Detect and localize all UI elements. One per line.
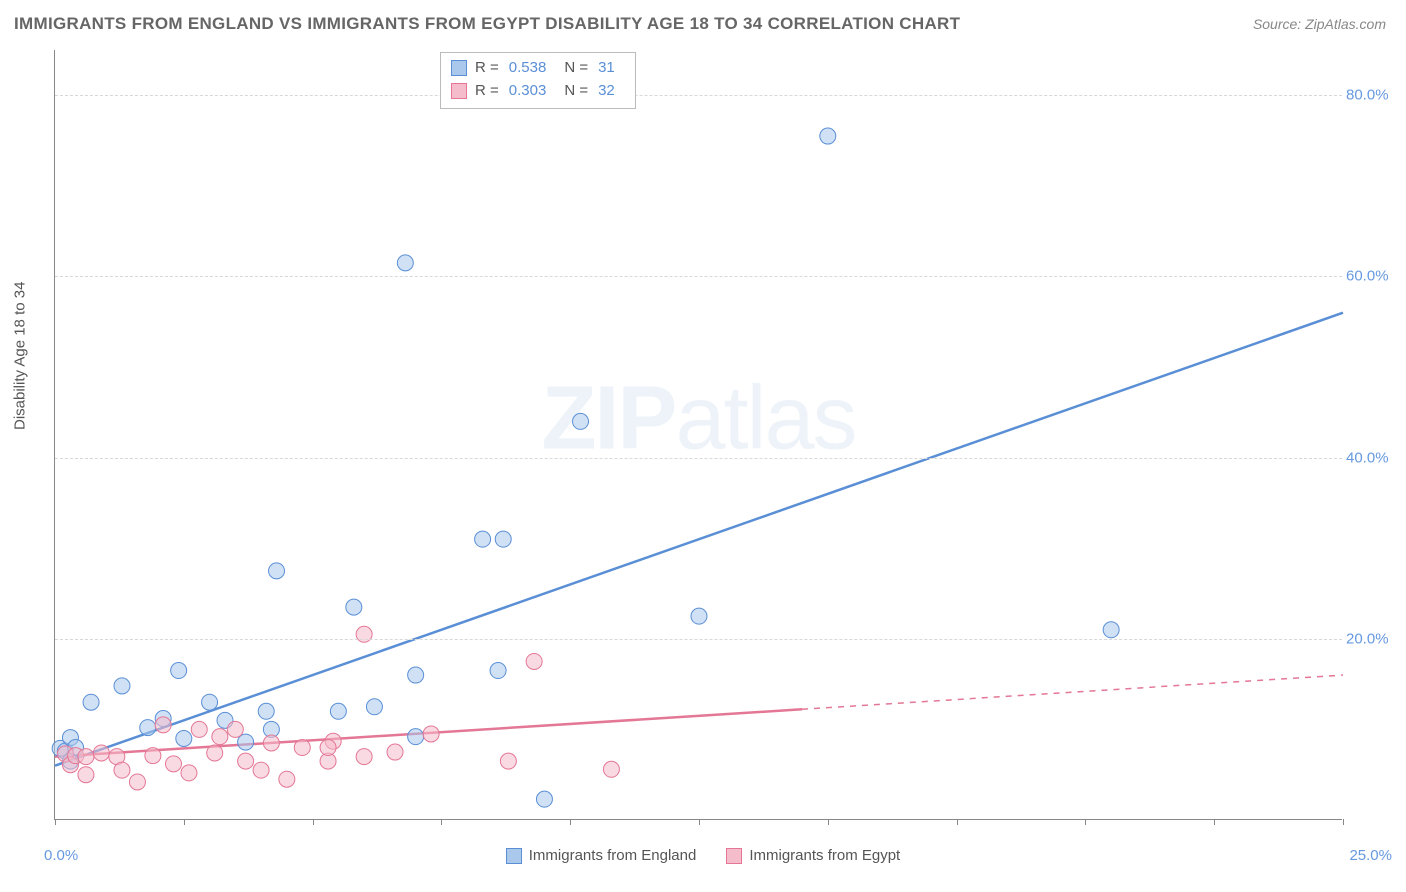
data-point [253, 762, 269, 778]
y-tick-label: 80.0% [1346, 87, 1396, 104]
data-point [191, 721, 207, 737]
data-point [536, 791, 552, 807]
data-point [356, 749, 372, 765]
data-point [320, 740, 336, 756]
data-point [500, 753, 516, 769]
data-point [181, 765, 197, 781]
x-tick-mark [441, 819, 442, 825]
data-point [423, 726, 439, 742]
data-point [140, 720, 156, 736]
gridline [55, 639, 1342, 640]
y-tick-label: 60.0% [1346, 268, 1396, 285]
legend-label: Immigrants from England [529, 847, 697, 864]
plot-svg [55, 50, 1342, 819]
chart-title: IMMIGRANTS FROM ENGLAND VS IMMIGRANTS FR… [14, 14, 960, 34]
data-point [93, 745, 109, 761]
x-tick-mark [1214, 819, 1215, 825]
stats-legend-row: R = 0.303 N = 32 [451, 80, 625, 103]
x-tick-mark [1085, 819, 1086, 825]
data-point [356, 626, 372, 642]
data-point [212, 729, 228, 745]
series-legend: Immigrants from England Immigrants from E… [0, 847, 1406, 864]
data-point [114, 678, 130, 694]
data-point [269, 563, 285, 579]
legend-swatch [451, 60, 467, 76]
y-tick-label: 20.0% [1346, 630, 1396, 647]
source-attribution: Source: ZipAtlas.com [1253, 16, 1386, 32]
stat-n-value: 32 [598, 80, 615, 103]
legend-swatch [726, 848, 742, 864]
stats-legend: R = 0.538 N = 31 R = 0.303 N = 32 [440, 52, 636, 109]
data-point [330, 703, 346, 719]
data-point [1103, 622, 1119, 638]
data-point [78, 749, 94, 765]
gridline [55, 95, 1342, 96]
data-point [397, 255, 413, 271]
x-tick-mark [313, 819, 314, 825]
data-point [603, 761, 619, 777]
data-point [155, 717, 171, 733]
data-point [165, 756, 181, 772]
correlation-chart: IMMIGRANTS FROM ENGLAND VS IMMIGRANTS FR… [0, 0, 1406, 892]
data-point [408, 667, 424, 683]
data-point [526, 653, 542, 669]
y-axis-label: Disability Age 18 to 34 [12, 282, 29, 430]
data-point [346, 599, 362, 615]
data-point [176, 730, 192, 746]
data-point [366, 699, 382, 715]
legend-item: Immigrants from England [506, 847, 697, 864]
data-point [490, 663, 506, 679]
data-point [227, 721, 243, 737]
data-point [820, 128, 836, 144]
x-tick-mark [570, 819, 571, 825]
stat-n-value: 31 [598, 57, 615, 80]
legend-swatch [506, 848, 522, 864]
stat-n-label: N = [564, 57, 588, 80]
legend-item: Immigrants from Egypt [726, 847, 900, 864]
stats-legend-row: R = 0.538 N = 31 [451, 57, 625, 80]
data-point [258, 703, 274, 719]
data-point [408, 729, 424, 745]
trend-line-dashed [802, 675, 1343, 709]
legend-swatch [451, 83, 467, 99]
data-point [202, 694, 218, 710]
x-tick-mark [828, 819, 829, 825]
data-point [279, 771, 295, 787]
legend-label: Immigrants from Egypt [749, 847, 900, 864]
data-point [495, 531, 511, 547]
stat-r-value: 0.303 [509, 80, 547, 103]
data-point [114, 762, 130, 778]
x-tick-mark [957, 819, 958, 825]
stat-r-value: 0.538 [509, 57, 547, 80]
data-point [171, 663, 187, 679]
data-point [691, 608, 707, 624]
data-point [83, 694, 99, 710]
gridline [55, 276, 1342, 277]
data-point [387, 744, 403, 760]
data-point [145, 748, 161, 764]
x-tick-mark [1343, 819, 1344, 825]
x-tick-mark [699, 819, 700, 825]
data-point [238, 753, 254, 769]
x-tick-mark [184, 819, 185, 825]
data-point [207, 745, 223, 761]
stat-r-label: R = [475, 57, 499, 80]
stat-n-label: N = [564, 80, 588, 103]
gridline [55, 458, 1342, 459]
y-tick-label: 40.0% [1346, 449, 1396, 466]
data-point [573, 413, 589, 429]
trend-line [55, 313, 1343, 766]
data-point [263, 735, 279, 751]
plot-area: ZIPatlas 20.0%40.0%60.0%80.0% [54, 50, 1342, 820]
data-point [475, 531, 491, 547]
stat-r-label: R = [475, 80, 499, 103]
data-point [238, 734, 254, 750]
data-point [78, 767, 94, 783]
x-tick-mark [55, 819, 56, 825]
data-point [129, 774, 145, 790]
data-point [294, 740, 310, 756]
